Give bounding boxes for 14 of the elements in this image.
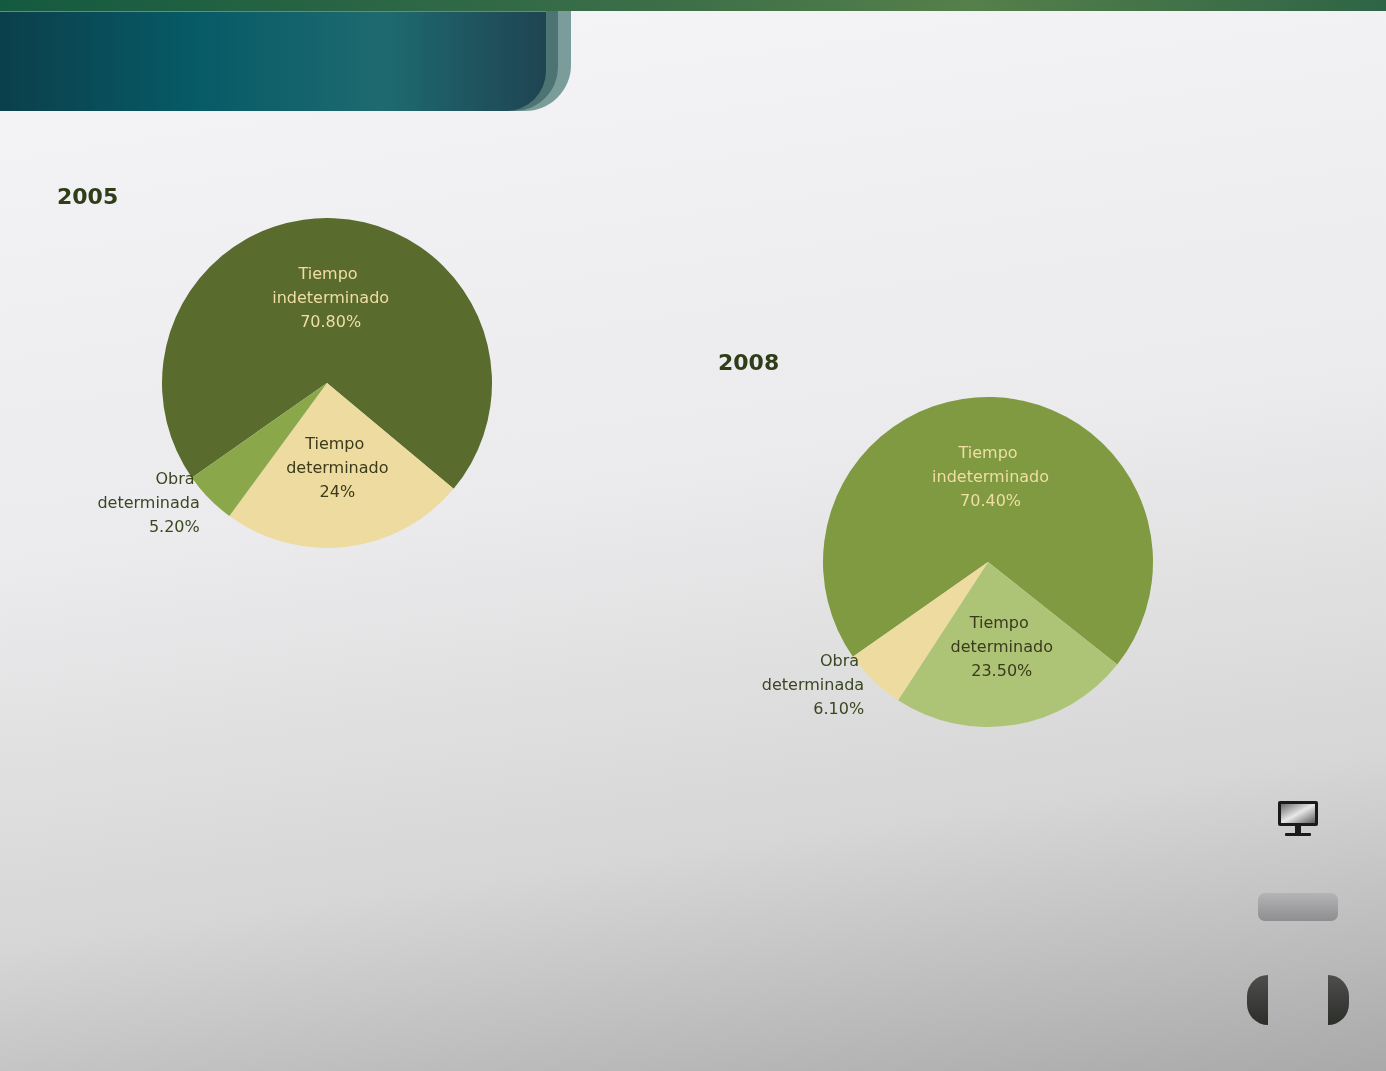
slice-label: Tiempo indeterminado xyxy=(932,443,1050,487)
data-label: 24% xyxy=(319,482,356,502)
data-label: 6.10% xyxy=(813,699,865,719)
data-label: 70.40% xyxy=(960,491,1022,511)
data-label: 70.80% xyxy=(300,312,362,332)
data-label: 23.50% xyxy=(971,660,1033,680)
slice-label: Tiempo indeterminado xyxy=(272,264,390,308)
slice-label: Obra determinada xyxy=(761,651,865,695)
slice-label: Tiempo determinado xyxy=(950,612,1053,656)
data-label: 5.20% xyxy=(148,517,200,537)
slice-label: Obra determinada xyxy=(97,469,200,513)
chart-title: 2005 xyxy=(57,183,119,209)
chart-title: 2008 xyxy=(718,349,780,375)
slice-label: Tiempo determinado xyxy=(286,434,389,478)
